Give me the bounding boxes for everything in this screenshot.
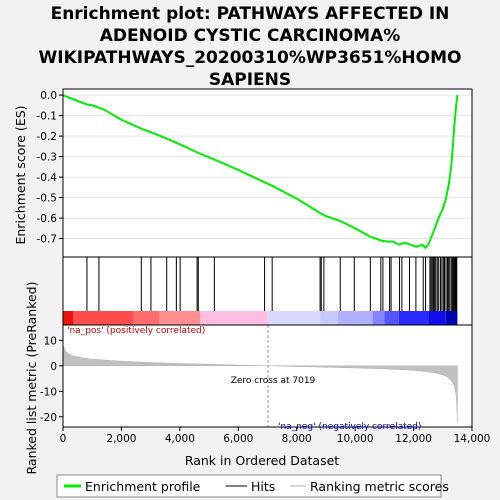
- x-axis-label: Rank in Ordered Dataset: [185, 453, 339, 468]
- negative-correlation-label: 'na_neg' (negatively correlated): [278, 422, 421, 432]
- heatmap-band-3: [159, 311, 201, 325]
- es-ytick-label-7: -0.7: [37, 234, 58, 246]
- heatmap-band-4: [200, 311, 268, 325]
- xtick-label-5: 10,000: [337, 433, 374, 445]
- legend-enrichment-label: Enrichment profile: [85, 479, 201, 494]
- ranking-metric-area: [62, 325, 458, 427]
- metric-ytick-label-2: -10: [40, 386, 57, 398]
- xtick-label-7: 14,000: [454, 433, 491, 445]
- es-ytick-label-4: -0.4: [37, 172, 58, 184]
- es-ytick-label-5: -0.5: [37, 193, 58, 205]
- xtick-label-4: 8,000: [282, 433, 312, 445]
- enrichment-profile-layer: [62, 94, 459, 250]
- xtick-label-3: 6,000: [223, 433, 253, 445]
- positive-correlation-label: 'na_pos' (positively correlated): [67, 326, 205, 336]
- legend: Enrichment profile Hits Ranking metric s…: [56, 474, 449, 498]
- xtick-label-0: 0: [60, 433, 67, 445]
- heatmap-band-11: [428, 311, 446, 325]
- metric-ytick-label-3: -20: [40, 412, 57, 424]
- upper-panel-background: [63, 89, 472, 325]
- chart-title: Enrichment plot: PATHWAYS AFFECTED IN AD…: [39, 4, 462, 90]
- enrichment-profile-line: [62, 94, 459, 250]
- metric-y-axis: 10 0 -10 -20: [40, 335, 63, 424]
- metric-panel-frame: [62, 324, 473, 428]
- xtick-label-2: 4,000: [165, 433, 195, 445]
- es-ytick-label-6: -0.6: [37, 213, 58, 225]
- metric-panel-background: [63, 325, 472, 427]
- heatmap-band-2: [133, 311, 160, 325]
- es-ytick-label-3: -0.3: [37, 152, 58, 164]
- xtick-label-6: 12,000: [395, 433, 432, 445]
- x-axis: 0 2,000 4,000 6,000 8,000 10,000 12,000 14,000: [60, 427, 491, 445]
- hit-marks: [86, 257, 458, 311]
- es-y-axis-label: Enrichment score (ES): [13, 105, 28, 244]
- title-line-4: SAPIENS: [209, 70, 291, 90]
- heatmap-band-10: [398, 311, 429, 325]
- heatmap-band-0: [63, 311, 74, 325]
- zero-cross-label: Zero cross at 7019: [231, 376, 316, 386]
- es-ytick-label-0: 0.0: [40, 90, 57, 102]
- metric-ytick-label-1: 0: [50, 361, 57, 373]
- correlation-heatmap-bar: [63, 311, 458, 325]
- legend-metric-label: Ranking metric scores: [310, 479, 449, 494]
- xtick-label-1: 2,000: [106, 433, 136, 445]
- heatmap-band-1: [73, 311, 134, 325]
- es-y-axis: 0.0 -0.1 -0.2 -0.3 -0.4 -0.5 -0.6 -0.7: [37, 90, 63, 246]
- title-line-2: ADENOID CYSTIC CARCINOMA%: [100, 26, 401, 46]
- es-ytick-label-2: -0.2: [37, 131, 58, 143]
- heatmap-band-9: [384, 311, 399, 325]
- es-ytick-label-1: -0.1: [37, 111, 58, 123]
- ranking-metric-fill: [62, 345, 458, 422]
- metric-ytick-label-0: 10: [44, 335, 57, 347]
- heatmap-band-6: [320, 311, 338, 325]
- legend-box: [56, 474, 442, 498]
- heatmap-band-5: [267, 311, 321, 325]
- metric-y-axis-label: Ranked list metric (PreRanked): [24, 282, 39, 475]
- heatmap-band-12: [445, 311, 458, 325]
- title-line-3: WIKIPATHWAYS_20200310%WP3651%HOMO: [39, 48, 462, 68]
- heatmap-band-7: [337, 311, 373, 325]
- es-gridlines: [63, 94, 472, 240]
- legend-hits-label: Hits: [251, 479, 275, 494]
- heatmap-band-8: [372, 311, 385, 325]
- title-line-1: Enrichment plot: PATHWAYS AFFECTED IN: [51, 4, 450, 24]
